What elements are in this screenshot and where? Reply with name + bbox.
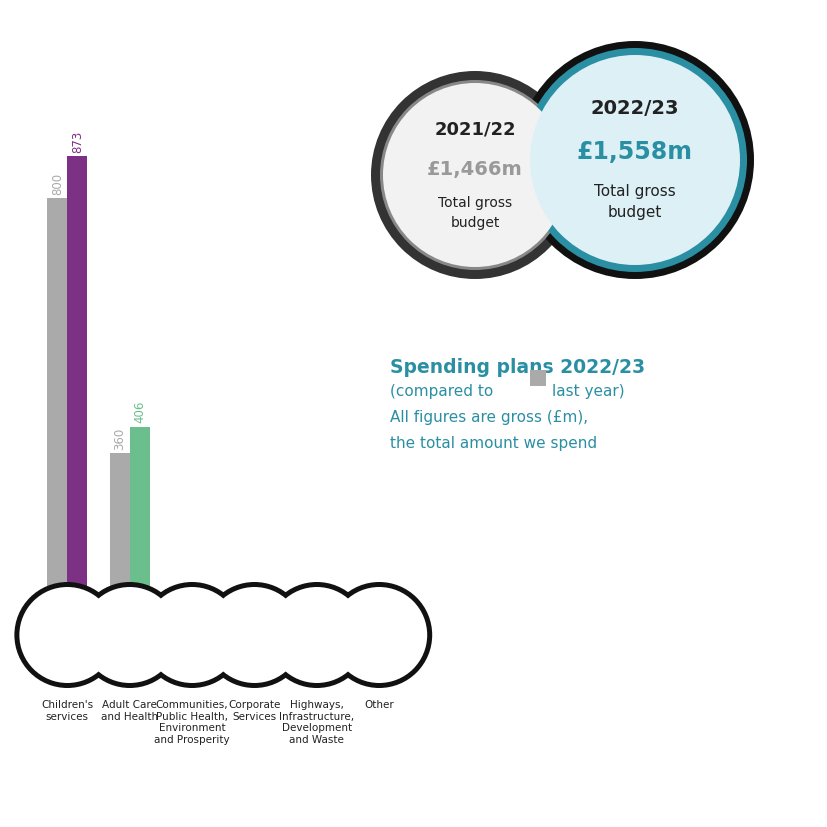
Bar <box>67 156 88 662</box>
Text: Spending plans 2022/23: Spending plans 2022/23 <box>390 358 645 377</box>
Bar <box>380 639 399 662</box>
Circle shape <box>383 83 567 267</box>
Circle shape <box>14 582 121 688</box>
Text: 873: 873 <box>71 131 84 153</box>
Text: 800: 800 <box>51 173 64 195</box>
Text: 72: 72 <box>363 601 375 616</box>
Circle shape <box>202 582 308 688</box>
Text: 71: 71 <box>320 602 333 617</box>
Text: 360: 360 <box>113 428 127 450</box>
Circle shape <box>19 587 116 683</box>
Text: Adult Care
and Health: Adult Care and Health <box>101 700 158 722</box>
Bar <box>255 618 275 662</box>
Circle shape <box>371 71 579 279</box>
Circle shape <box>207 587 303 683</box>
Text: Other: Other <box>365 700 394 710</box>
Bar <box>192 605 212 662</box>
Text: 89: 89 <box>175 592 189 607</box>
Circle shape <box>516 41 754 279</box>
Text: 97: 97 <box>196 587 208 602</box>
Text: the total amount we spend: the total amount we spend <box>390 436 597 451</box>
Bar <box>110 453 130 662</box>
Text: 74: 74 <box>238 600 251 615</box>
Circle shape <box>77 582 183 688</box>
Text: Children's
services: Children's services <box>41 700 93 722</box>
Circle shape <box>380 80 570 270</box>
Circle shape <box>331 587 428 683</box>
Text: 76: 76 <box>258 599 271 614</box>
Bar <box>359 620 380 662</box>
Text: Highways,
Infrastructure,
Development
and Waste: Highways, Infrastructure, Development an… <box>280 700 355 745</box>
FancyBboxPatch shape <box>530 370 546 386</box>
Circle shape <box>530 55 740 265</box>
Text: last year): last year) <box>552 384 624 399</box>
Circle shape <box>326 582 433 688</box>
Circle shape <box>264 582 370 688</box>
Bar <box>47 198 67 662</box>
Bar <box>297 620 317 662</box>
Circle shape <box>269 587 365 683</box>
Circle shape <box>144 587 240 683</box>
Text: Corporate
Services: Corporate Services <box>228 700 280 722</box>
Bar <box>317 620 337 662</box>
Bar <box>235 619 255 662</box>
Bar <box>130 427 150 662</box>
Text: 38: 38 <box>383 621 395 636</box>
Circle shape <box>82 587 178 683</box>
Text: All figures are gross (£m),: All figures are gross (£m), <box>390 410 588 425</box>
Text: 2022/23: 2022/23 <box>590 98 679 117</box>
Circle shape <box>139 582 245 688</box>
Text: Total gross
budget: Total gross budget <box>594 184 676 220</box>
Circle shape <box>523 48 747 272</box>
Text: 71: 71 <box>300 602 313 617</box>
Text: 2021/22: 2021/22 <box>434 121 516 139</box>
Text: (compared to: (compared to <box>390 384 493 399</box>
Text: Communities,
Public Health,
Environment
and Prosperity: Communities, Public Health, Environment … <box>155 700 230 745</box>
Text: £1,466m: £1,466m <box>427 160 523 179</box>
Bar <box>172 610 192 662</box>
Text: Total gross
budget: Total gross budget <box>438 196 512 230</box>
Text: 406: 406 <box>133 401 146 423</box>
Text: £1,558m: £1,558m <box>577 140 693 164</box>
